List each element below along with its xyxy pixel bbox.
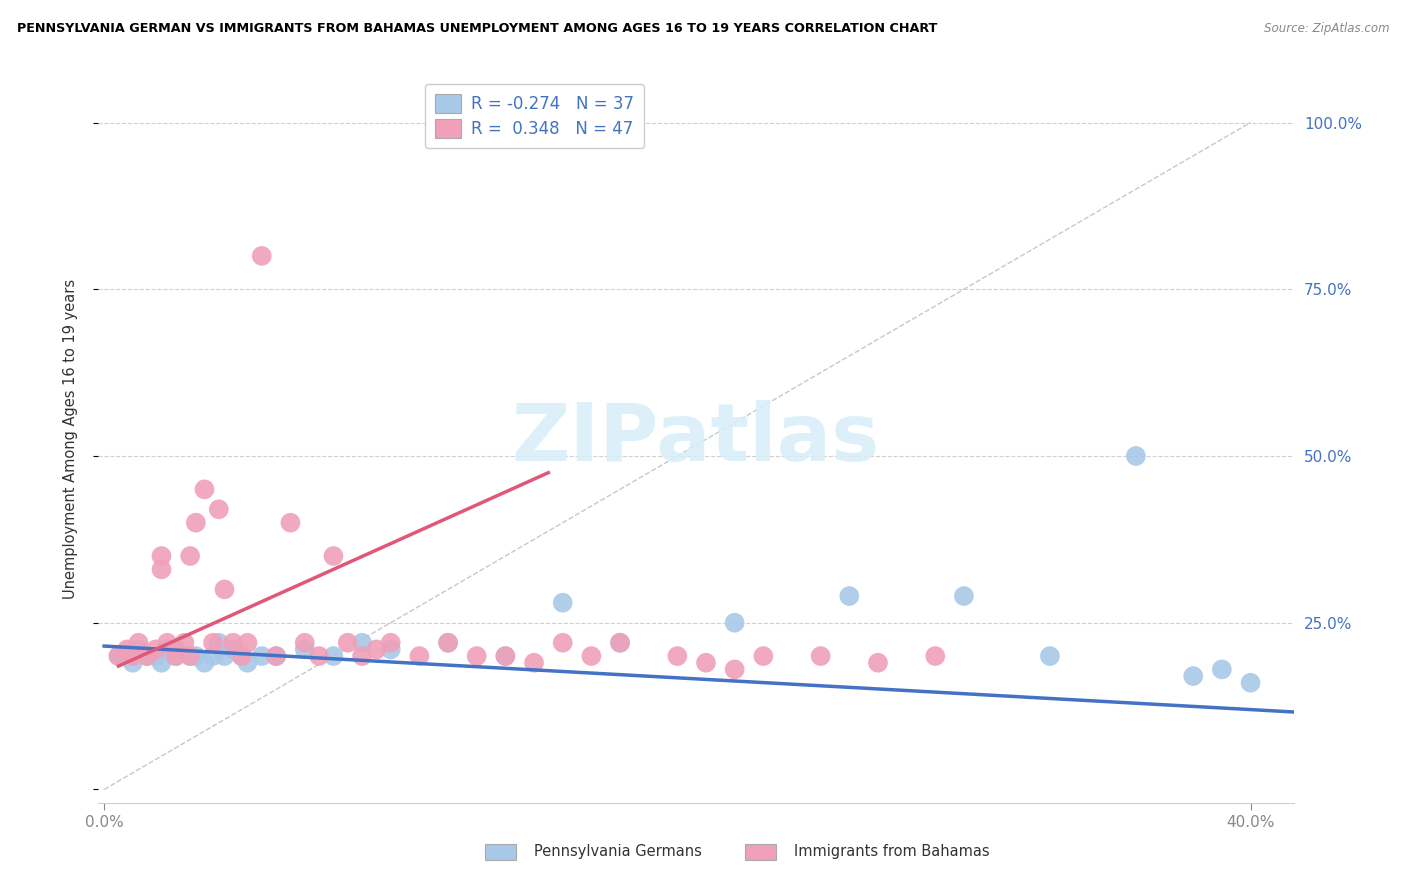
Point: [1239, 675, 1261, 690]
Point: [179, 549, 201, 563]
Point: [494, 649, 516, 664]
Point: [150, 549, 173, 563]
Point: [752, 649, 775, 664]
Point: [222, 642, 245, 657]
Point: [165, 649, 187, 664]
Point: [150, 656, 173, 670]
Point: [609, 636, 631, 650]
Y-axis label: Unemployment Among Ages 16 to 19 years: Unemployment Among Ages 16 to 19 years: [63, 279, 77, 599]
Point: [465, 649, 488, 664]
Point: [165, 649, 187, 664]
Point: [173, 636, 195, 650]
Text: Immigrants from Bahamas: Immigrants from Bahamas: [794, 845, 990, 859]
Point: [202, 636, 225, 650]
Point: [366, 642, 388, 657]
Point: [165, 642, 187, 657]
Point: [523, 656, 546, 670]
Point: [115, 642, 138, 657]
Point: [214, 649, 236, 664]
Point: [280, 516, 302, 530]
Point: [121, 649, 143, 664]
Point: [380, 642, 402, 657]
Point: [121, 656, 143, 670]
Point: [231, 649, 253, 664]
Point: [208, 502, 231, 516]
Point: [202, 649, 225, 664]
Point: [352, 636, 374, 650]
Point: [551, 596, 574, 610]
Point: [581, 649, 603, 664]
Point: [165, 642, 187, 657]
Point: [953, 589, 976, 603]
Point: [214, 582, 236, 597]
Point: [136, 649, 159, 664]
Text: Pennsylvania Germans: Pennsylvania Germans: [534, 845, 702, 859]
Point: [380, 636, 402, 650]
Point: [250, 249, 273, 263]
Point: [322, 649, 344, 664]
Text: PENNSYLVANIA GERMAN VS IMMIGRANTS FROM BAHAMAS UNEMPLOYMENT AMONG AGES 16 TO 19 : PENNSYLVANIA GERMAN VS IMMIGRANTS FROM B…: [17, 22, 938, 36]
Point: [264, 649, 287, 664]
Point: [294, 636, 316, 650]
Point: [437, 636, 460, 650]
Text: Source: ZipAtlas.com: Source: ZipAtlas.com: [1264, 22, 1389, 36]
Point: [156, 636, 179, 650]
Point: [437, 636, 460, 650]
Point: [107, 649, 129, 664]
Point: [150, 562, 173, 576]
Point: [666, 649, 689, 664]
Point: [1125, 449, 1147, 463]
Point: [408, 649, 430, 664]
Point: [294, 642, 316, 657]
Point: [838, 589, 860, 603]
Point: [322, 549, 344, 563]
Point: [193, 656, 215, 670]
Point: [184, 649, 207, 664]
Point: [1211, 662, 1233, 676]
Point: [609, 636, 631, 650]
Point: [810, 649, 832, 664]
Point: [724, 662, 747, 676]
Legend: R = -0.274   N = 37, R =  0.348   N = 47: R = -0.274 N = 37, R = 0.348 N = 47: [425, 84, 644, 148]
Point: [179, 649, 201, 664]
Point: [336, 636, 359, 650]
Point: [179, 649, 201, 664]
Point: [264, 649, 287, 664]
Point: [145, 642, 167, 657]
Point: [250, 649, 273, 664]
Point: [724, 615, 747, 630]
Point: [924, 649, 946, 664]
Point: [1182, 669, 1205, 683]
Point: [145, 649, 167, 664]
Point: [128, 636, 150, 650]
Point: [236, 656, 259, 670]
Point: [236, 636, 259, 650]
Point: [494, 649, 516, 664]
Point: [231, 649, 253, 664]
Point: [184, 516, 207, 530]
Point: [551, 636, 574, 650]
Point: [1039, 649, 1062, 664]
Point: [866, 656, 889, 670]
Point: [695, 656, 717, 670]
Point: [352, 649, 374, 664]
Point: [128, 642, 150, 657]
Point: [308, 649, 330, 664]
Point: [107, 649, 129, 664]
Point: [208, 636, 231, 650]
Point: [222, 636, 245, 650]
Point: [193, 483, 215, 497]
Text: ZIPatlas: ZIPatlas: [512, 401, 880, 478]
Point: [156, 642, 179, 657]
Point: [136, 649, 159, 664]
